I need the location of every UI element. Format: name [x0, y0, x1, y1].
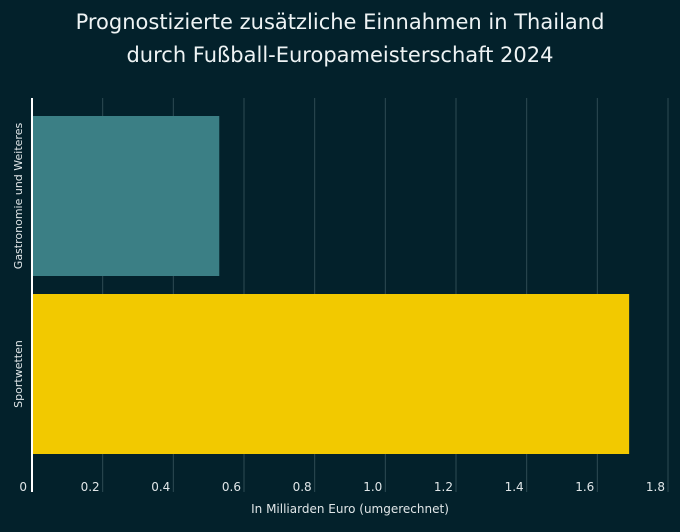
x-tick-label: 0.8 [293, 480, 312, 494]
bar-1 [32, 294, 630, 454]
x-tick-label: 1.6 [575, 480, 594, 494]
bar-0 [32, 116, 220, 276]
x-tick-label: 0 [19, 480, 27, 494]
x-tick-label: 1.8 [646, 480, 665, 494]
chart-title: Prognostizierte zusätzliche Einnahmen in… [0, 6, 680, 72]
chart-title-line-2: durch Fußball-Europameisterschaft 2024 [126, 43, 554, 67]
x-tick-label: 1.0 [363, 480, 382, 494]
x-axis-label: In Milliarden Euro (umgerechnet) [251, 502, 449, 516]
x-tick-label: 0.6 [222, 480, 241, 494]
category-label: Sportwetten [12, 340, 25, 408]
category-label: Gastronomie und Weiteres [12, 123, 25, 270]
x-tick-label: 0.2 [81, 480, 100, 494]
chart-title-line-1: Prognostizierte zusätzliche Einnahmen in… [75, 10, 605, 34]
x-tick-label: 1.4 [505, 480, 524, 494]
x-tick-label: 1.2 [434, 480, 453, 494]
x-tick-label: 0.4 [151, 480, 170, 494]
